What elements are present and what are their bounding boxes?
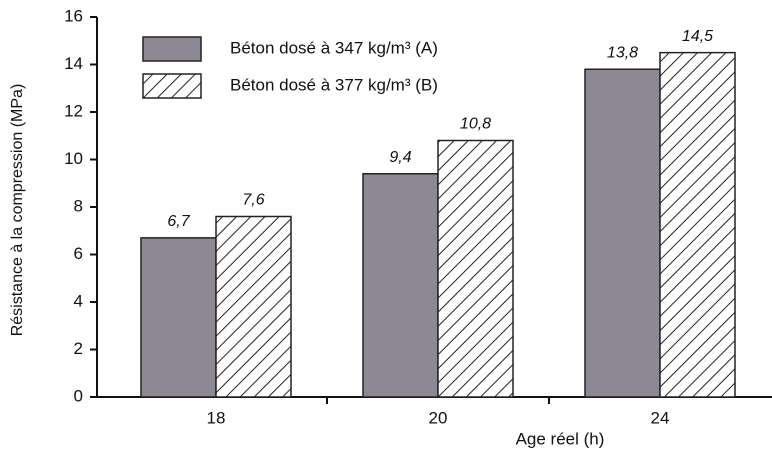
bar bbox=[659, 51, 736, 398]
bar bbox=[215, 215, 292, 398]
y-tick-label: 10 bbox=[64, 149, 83, 168]
value-label: 6,7 bbox=[167, 213, 190, 230]
y-tick-label: 16 bbox=[64, 6, 83, 25]
y-tick-label: 12 bbox=[64, 101, 83, 120]
y-tick-label: 14 bbox=[64, 54, 83, 73]
bar bbox=[437, 139, 514, 398]
legend-swatch bbox=[142, 73, 202, 99]
legend-label: Béton dosé à 377 kg/m³ (B) bbox=[230, 75, 438, 94]
bar bbox=[140, 237, 217, 398]
x-tick-label: 20 bbox=[429, 408, 448, 427]
value-label: 14,5 bbox=[682, 28, 713, 45]
legend-swatch bbox=[142, 36, 202, 62]
y-axis-label: Résistance à la compression (MPa) bbox=[9, 84, 26, 337]
value-label: 9,4 bbox=[389, 149, 411, 166]
bar bbox=[584, 68, 661, 398]
y-tick-label: 0 bbox=[74, 386, 83, 405]
value-label: 13,8 bbox=[607, 44, 638, 61]
y-tick-label: 2 bbox=[74, 339, 83, 358]
value-label: 7,6 bbox=[242, 192, 264, 209]
y-tick-label: 4 bbox=[74, 291, 83, 310]
legend-label: Béton dosé à 347 kg/m³ (A) bbox=[230, 38, 438, 57]
bar bbox=[362, 173, 439, 398]
value-label: 10,8 bbox=[460, 116, 491, 133]
x-axis-label: Age réel (h) bbox=[516, 429, 605, 448]
y-tick-label: 8 bbox=[74, 196, 83, 215]
x-tick-label: 18 bbox=[207, 408, 226, 427]
y-tick-label: 6 bbox=[74, 244, 83, 263]
x-tick-label: 24 bbox=[651, 408, 670, 427]
